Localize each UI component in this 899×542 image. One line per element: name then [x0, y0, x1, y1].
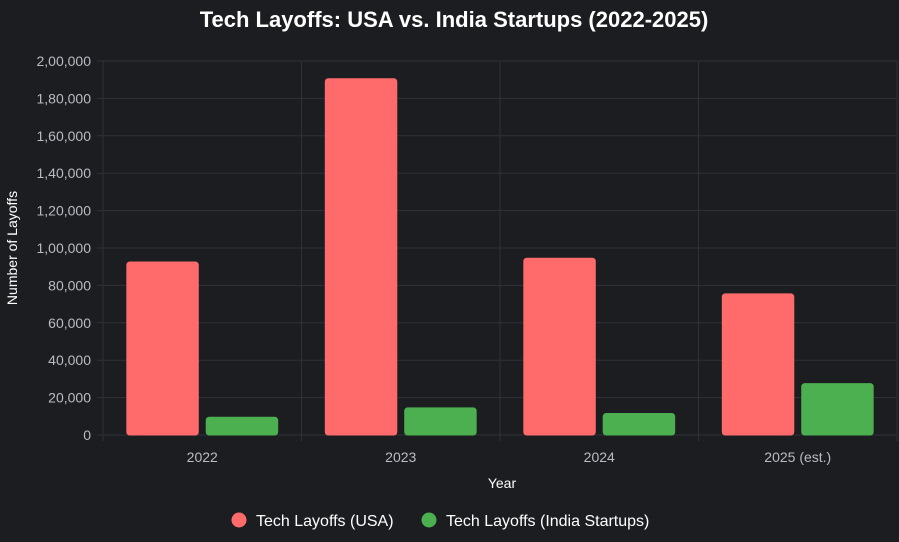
x-axis-ticks: 2022 2023 2024 2025 (est.): [187, 449, 832, 465]
bar-india-0[interactable]: [205, 416, 279, 436]
y-tick-label: 1,20,000: [37, 203, 92, 219]
x-tick-label: 2025 (est.): [764, 449, 831, 465]
y-tick-label: 1,40,000: [37, 165, 92, 181]
bar-india-3[interactable]: [801, 383, 874, 436]
bar-usa-1[interactable]: [324, 78, 398, 436]
x-axis-label: Year: [488, 475, 517, 491]
legend: Tech Layoffs (USA) Tech Layoffs (India St…: [231, 512, 649, 530]
x-tick-label: 2023: [385, 449, 416, 465]
y-tick-label: 60,000: [48, 315, 91, 331]
y-tick-label: 1,00,000: [37, 240, 92, 256]
bar-usa-0[interactable]: [126, 261, 199, 436]
y-tick-label: 1,80,000: [37, 90, 92, 106]
y-tick-label: 40,000: [48, 352, 91, 368]
y-axis-ticks: 0 20,000 40,000 60,000 80,000 1,00,000 1,20,00…: [37, 53, 92, 443]
bar-india-1[interactable]: [404, 407, 477, 436]
x-tick-label: 2022: [187, 449, 218, 465]
legend-swatch-1[interactable]: [421, 512, 437, 528]
chart-title: Tech Layoffs: USA vs. India Startups (20…: [200, 7, 709, 32]
y-tick-label: 1,60,000: [37, 128, 92, 144]
legend-swatch-0[interactable]: [231, 512, 247, 528]
gridlines: [97, 60, 898, 441]
bar-india-2[interactable]: [602, 412, 676, 436]
y-tick-label: 80,000: [48, 277, 91, 293]
bars: [126, 78, 874, 436]
x-tick-label: 2024: [584, 449, 615, 465]
legend-label-0[interactable]: Tech Layoffs (USA): [256, 513, 394, 530]
y-axis-label: Number of Layoffs: [4, 191, 20, 305]
y-tick-label: 2,00,000: [37, 53, 92, 69]
legend-label-1[interactable]: Tech Layoffs (India Startups): [446, 513, 649, 530]
bar-usa-3[interactable]: [721, 293, 795, 436]
y-tick-label: 0: [83, 427, 91, 443]
bar-usa-2[interactable]: [523, 257, 596, 436]
y-tick-label: 20,000: [48, 390, 91, 406]
